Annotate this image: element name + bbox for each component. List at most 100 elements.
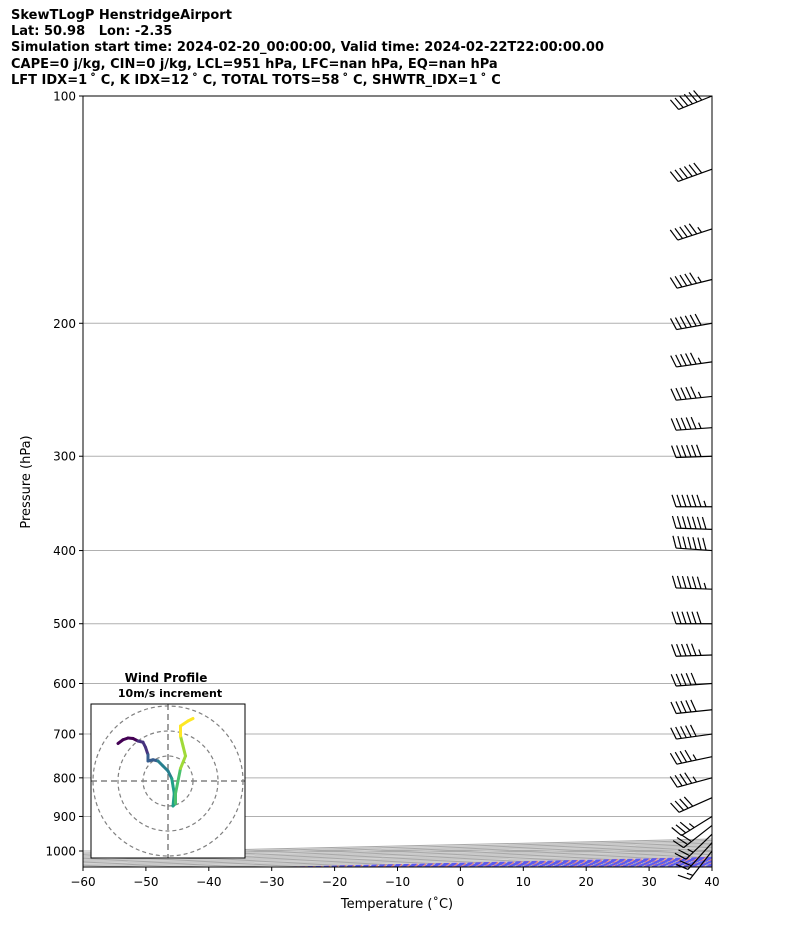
dry-adiabat — [612, 864, 712, 867]
wind-barb-flag — [678, 849, 690, 857]
wind-barb-staff — [677, 168, 713, 183]
wind-barb-flag — [693, 90, 703, 101]
wind-barb-staff — [676, 587, 713, 590]
wind-barb-flag — [675, 673, 682, 686]
moist-adiabat — [291, 856, 712, 867]
wind-barb-flag — [693, 162, 703, 174]
wind-barb-flag — [691, 444, 697, 457]
wind-barb-flag — [683, 166, 693, 177]
wind-barb-flag — [676, 643, 682, 657]
wind-barb-flag — [698, 422, 702, 429]
wind-barb-flag — [682, 536, 687, 549]
wind-barb-flag — [688, 823, 695, 829]
wind-barb-staff — [681, 815, 713, 837]
wind-barb-flag — [687, 848, 694, 853]
wind-barb-staff — [676, 682, 713, 687]
wind-barb-flag — [696, 494, 702, 507]
wind-barb-flag — [696, 516, 702, 530]
wind-barb-flag — [680, 353, 687, 366]
wind-barb-flag — [686, 576, 692, 589]
wind-barb-flag — [688, 223, 698, 235]
hodograph-segment — [176, 767, 182, 783]
wind-barb-flag — [676, 837, 688, 846]
wind-barb-flag — [680, 700, 687, 713]
wind-barb-flag — [674, 800, 685, 811]
wind-barb-staff — [676, 756, 713, 765]
wind-barb-staff — [676, 733, 713, 740]
wind-barb-flag — [676, 516, 682, 529]
wind-barb-flag — [679, 226, 688, 238]
wind-barb-staff — [683, 824, 713, 849]
hodograph-segment — [179, 754, 187, 770]
wind-barb-flag — [687, 536, 692, 550]
wind-barb — [669, 272, 713, 289]
wind-barb-flag — [684, 315, 692, 328]
wind-barb-flag — [685, 417, 692, 430]
wind-barb-flag — [697, 276, 702, 283]
wind-barb-flag — [679, 860, 692, 867]
wind-barb — [670, 352, 713, 368]
wind-barb — [674, 833, 713, 860]
dry-adiabat — [484, 861, 712, 867]
wind-profile-inset-frame — [90, 703, 246, 859]
y-tick-label: 400 — [53, 544, 76, 558]
wind-barb-staff — [677, 777, 713, 788]
wind-barb-flag — [675, 701, 682, 714]
wind-barb-flag — [689, 272, 697, 284]
wind-barb-flag — [685, 673, 692, 686]
y-tick-label: 700 — [53, 728, 76, 742]
wind-barb-flag — [688, 91, 698, 103]
wind-barb-flag — [671, 575, 677, 589]
wind-barb-staff — [676, 361, 713, 368]
wind-barb — [670, 386, 713, 401]
wind-barb-flag — [675, 726, 682, 739]
x-tick-label: −40 — [196, 875, 221, 889]
wind-barb-flag — [670, 727, 677, 740]
wind-barb-flag — [680, 673, 687, 686]
y-tick-label: 600 — [53, 677, 76, 691]
dry-adiabat — [356, 858, 712, 867]
isotherm-gridline — [460, 860, 712, 867]
wind-barb-flag — [669, 229, 679, 241]
wind-barb-flag — [669, 752, 678, 765]
wind-barb-flag — [671, 515, 677, 529]
wind-barb-flag — [679, 167, 689, 179]
moist-adiabat — [720, 96, 794, 867]
isotherm-gridline — [711, 866, 712, 867]
moist-adiabat — [384, 859, 712, 867]
isotherm-gridline — [649, 865, 712, 867]
wind-barb-flag — [690, 386, 697, 399]
wind-barb-flag — [679, 316, 687, 329]
moist-adiabat — [658, 865, 712, 867]
wind-barb-flag — [684, 224, 693, 236]
wind-barb-flag — [691, 643, 697, 656]
wind-barb-flag — [672, 840, 684, 849]
wind-barb — [669, 162, 713, 183]
wind-barb-flag — [686, 872, 694, 876]
isotherm-gridline — [586, 863, 712, 867]
wind-barb-flag — [696, 444, 702, 457]
x-tick-label: −60 — [70, 875, 95, 889]
wind-barb-flag — [692, 754, 697, 761]
wind-barb-flag — [681, 611, 687, 624]
y-tick-label: 1000 — [45, 845, 76, 859]
wind-barb-flag — [675, 387, 682, 400]
wind-barb-staff — [676, 278, 713, 289]
wind-barb-flag — [671, 827, 682, 836]
wind-barb-flag — [674, 774, 683, 787]
moist-adiabat — [415, 859, 712, 867]
wind-barb-staff — [676, 395, 713, 401]
wind-barb-flag — [669, 776, 678, 788]
x-tick-label: 20 — [579, 875, 594, 889]
wind-barb-staff — [677, 228, 713, 241]
wind-barb-flag — [671, 445, 677, 458]
wind-barb-flag — [674, 97, 684, 109]
wind-barb-flag — [676, 494, 682, 507]
wind-barb-staff — [676, 455, 713, 459]
wind-barb-flag — [674, 852, 687, 860]
wind-barb-flag — [701, 516, 707, 530]
wind-barb-flag — [688, 164, 698, 176]
wind-barb-flag — [685, 386, 692, 399]
wind-barb — [671, 611, 712, 625]
